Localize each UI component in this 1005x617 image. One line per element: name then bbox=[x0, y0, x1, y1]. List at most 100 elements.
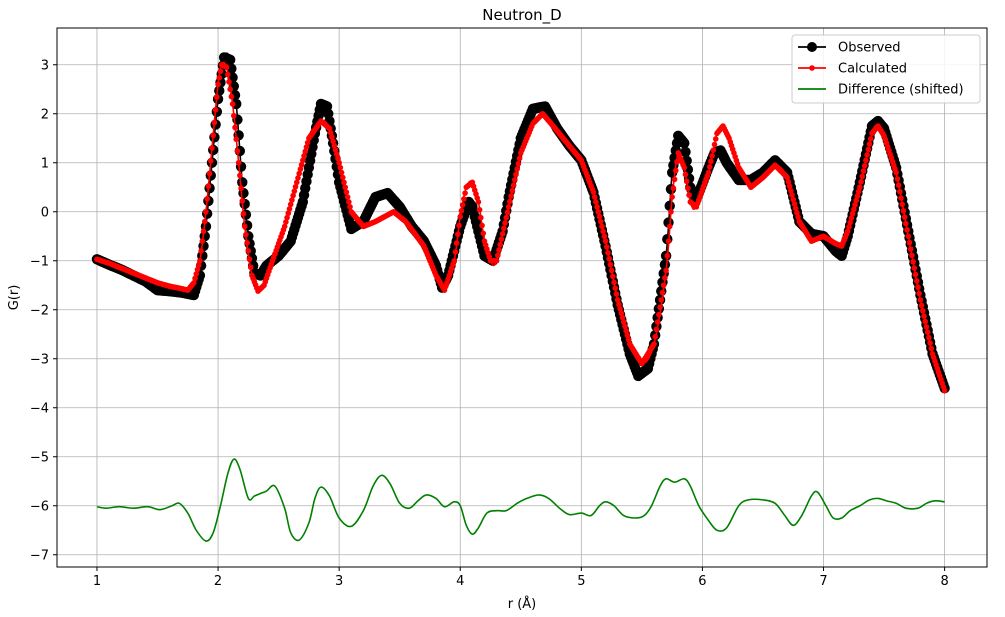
data-point bbox=[452, 249, 459, 255]
data-point bbox=[198, 248, 204, 254]
data-point bbox=[679, 137, 690, 149]
data-point bbox=[335, 155, 341, 162]
data-point bbox=[459, 202, 466, 208]
data-point bbox=[197, 257, 203, 264]
data-point bbox=[339, 174, 346, 181]
data-point bbox=[590, 189, 597, 195]
data-point bbox=[496, 247, 502, 253]
data-point bbox=[605, 250, 611, 256]
data-point bbox=[193, 271, 200, 277]
data-point bbox=[245, 248, 252, 254]
data-point bbox=[926, 334, 932, 341]
data-point bbox=[706, 164, 713, 170]
data-point bbox=[927, 340, 933, 346]
series-difference-shifted bbox=[96, 458, 945, 542]
data-point bbox=[224, 71, 231, 78]
data-point bbox=[234, 148, 241, 154]
data-point bbox=[859, 173, 866, 180]
data-point bbox=[291, 188, 298, 194]
data-point bbox=[620, 319, 627, 325]
data-point bbox=[295, 175, 301, 181]
data-point bbox=[231, 112, 237, 119]
data-point bbox=[795, 214, 801, 220]
data-point bbox=[223, 64, 230, 70]
data-point bbox=[864, 152, 870, 158]
data-point bbox=[899, 201, 906, 208]
data-point bbox=[600, 228, 606, 235]
data-point bbox=[860, 168, 867, 174]
data-point bbox=[898, 195, 904, 201]
data-point bbox=[347, 204, 353, 210]
data-point bbox=[893, 169, 899, 176]
data-point bbox=[207, 157, 214, 164]
data-point bbox=[894, 176, 901, 182]
legend: Observed Calculated Difference (shifted) bbox=[791, 34, 981, 104]
data-point bbox=[601, 233, 608, 240]
data-point bbox=[336, 159, 342, 166]
chart-title: Neutron_D bbox=[482, 6, 561, 25]
data-point bbox=[897, 188, 903, 195]
data-point bbox=[863, 157, 869, 164]
y-tick-label: −3 bbox=[30, 352, 49, 367]
data-point bbox=[656, 311, 662, 318]
data-point bbox=[668, 208, 674, 215]
data-point bbox=[341, 179, 347, 186]
data-point bbox=[672, 167, 679, 174]
data-point bbox=[451, 257, 457, 264]
data-point bbox=[330, 138, 336, 145]
data-point bbox=[297, 166, 304, 172]
data-point bbox=[625, 336, 632, 343]
data-point bbox=[923, 324, 930, 330]
data-point bbox=[708, 158, 714, 165]
data-point bbox=[866, 141, 873, 147]
data-point bbox=[458, 207, 465, 214]
ticks-layer: 1 2 3 4 5 6 7 8 −7 −6 −5 −4 −3 −2 −1 0 1 2 3 bbox=[30, 58, 949, 589]
data-point bbox=[507, 198, 513, 205]
data-point bbox=[784, 174, 790, 181]
data-point bbox=[660, 282, 667, 289]
data-point bbox=[215, 81, 221, 88]
data-point bbox=[216, 75, 223, 81]
legend-marker bbox=[809, 65, 815, 71]
data-point bbox=[502, 220, 508, 226]
data-point bbox=[494, 252, 501, 259]
data-point bbox=[513, 171, 519, 178]
data-point bbox=[616, 301, 622, 308]
data-point bbox=[480, 230, 487, 237]
data-point bbox=[289, 197, 295, 203]
data-point bbox=[191, 280, 197, 286]
data-point bbox=[217, 68, 224, 75]
data-point bbox=[284, 214, 290, 221]
data-point bbox=[854, 193, 861, 199]
data-point bbox=[203, 208, 209, 215]
data-point bbox=[195, 262, 202, 268]
data-point bbox=[499, 231, 506, 237]
data-point bbox=[201, 218, 208, 225]
data-point bbox=[844, 228, 851, 235]
data-point bbox=[865, 146, 872, 153]
data-point bbox=[664, 253, 671, 259]
data-point bbox=[296, 170, 302, 177]
data-point bbox=[846, 224, 852, 230]
data-point bbox=[857, 184, 863, 191]
data-point bbox=[623, 328, 629, 334]
data-point bbox=[652, 333, 658, 340]
data-point bbox=[504, 209, 511, 216]
legend-label: Difference (shifted) bbox=[838, 83, 964, 98]
data-point bbox=[909, 252, 915, 259]
data-point bbox=[511, 177, 518, 183]
data-point bbox=[479, 222, 485, 229]
data-point bbox=[916, 290, 922, 297]
data-point bbox=[338, 169, 345, 176]
data-point bbox=[622, 323, 628, 330]
data-point bbox=[509, 187, 516, 194]
data-point bbox=[286, 206, 293, 212]
data-point bbox=[597, 218, 604, 225]
data-point bbox=[682, 171, 689, 178]
data-point bbox=[293, 179, 300, 186]
data-point bbox=[514, 166, 520, 172]
data-point bbox=[281, 223, 288, 230]
data-point bbox=[239, 198, 246, 204]
data-point bbox=[602, 238, 609, 244]
data-point bbox=[921, 313, 927, 319]
